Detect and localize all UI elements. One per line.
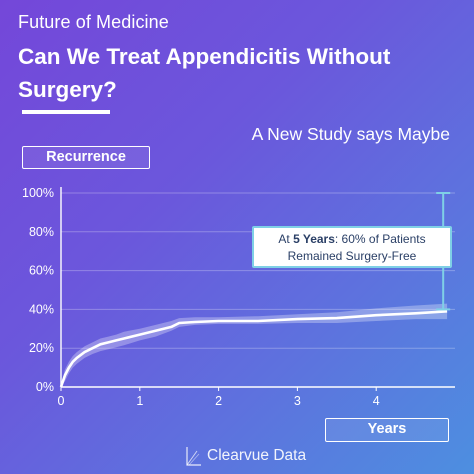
x-tick-label: 4 bbox=[373, 394, 380, 408]
x-tick-label: 3 bbox=[294, 394, 301, 408]
y-axis-label: Recurrence bbox=[22, 146, 150, 169]
brand-name: Clearvue Data bbox=[207, 447, 307, 464]
callout-emphasis: 5 Years bbox=[293, 232, 335, 246]
x-axis-label: Years bbox=[325, 418, 449, 442]
y-tick-label: 0% bbox=[36, 380, 54, 394]
brand: Clearvue Data bbox=[184, 445, 306, 467]
recurrence-line bbox=[59, 310, 448, 388]
subtitle: A New Study says Maybe bbox=[251, 124, 450, 144]
clearvue-logo-icon bbox=[186, 447, 201, 466]
title-underline bbox=[22, 110, 110, 114]
callout-rest: : 60% of Patients bbox=[334, 232, 426, 246]
y-tick-label: 20% bbox=[29, 341, 54, 355]
chart-ticks: 0% 20% 40% 60% 80% 100% 0 1 2 3 4 bbox=[22, 186, 380, 408]
series-label: Future of Medicine bbox=[18, 12, 169, 32]
page-title: Can We Treat Appendicitis Without Surger… bbox=[18, 44, 391, 102]
y-tick-label: 40% bbox=[29, 302, 54, 316]
y-tick-label: 60% bbox=[29, 264, 54, 278]
x-tick-label: 1 bbox=[136, 394, 143, 408]
x-tick-label: 2 bbox=[215, 394, 222, 408]
callout-line-2: Remained Surgery-Free bbox=[287, 249, 417, 263]
x-tick-label: 0 bbox=[58, 394, 65, 408]
y-tick-label: 100% bbox=[22, 186, 54, 200]
callout-box: At 5 Years: 60% of Patients Remained Sur… bbox=[252, 226, 452, 268]
chart-plot bbox=[59, 303, 448, 388]
chart-axes bbox=[60, 187, 455, 391]
callout-prefix: At bbox=[278, 232, 290, 246]
chart-grid bbox=[61, 192, 455, 349]
y-tick-label: 80% bbox=[29, 225, 54, 239]
callout-line-1: At 5 Years: 60% of Patients bbox=[254, 231, 450, 248]
confidence-band bbox=[61, 303, 448, 387]
